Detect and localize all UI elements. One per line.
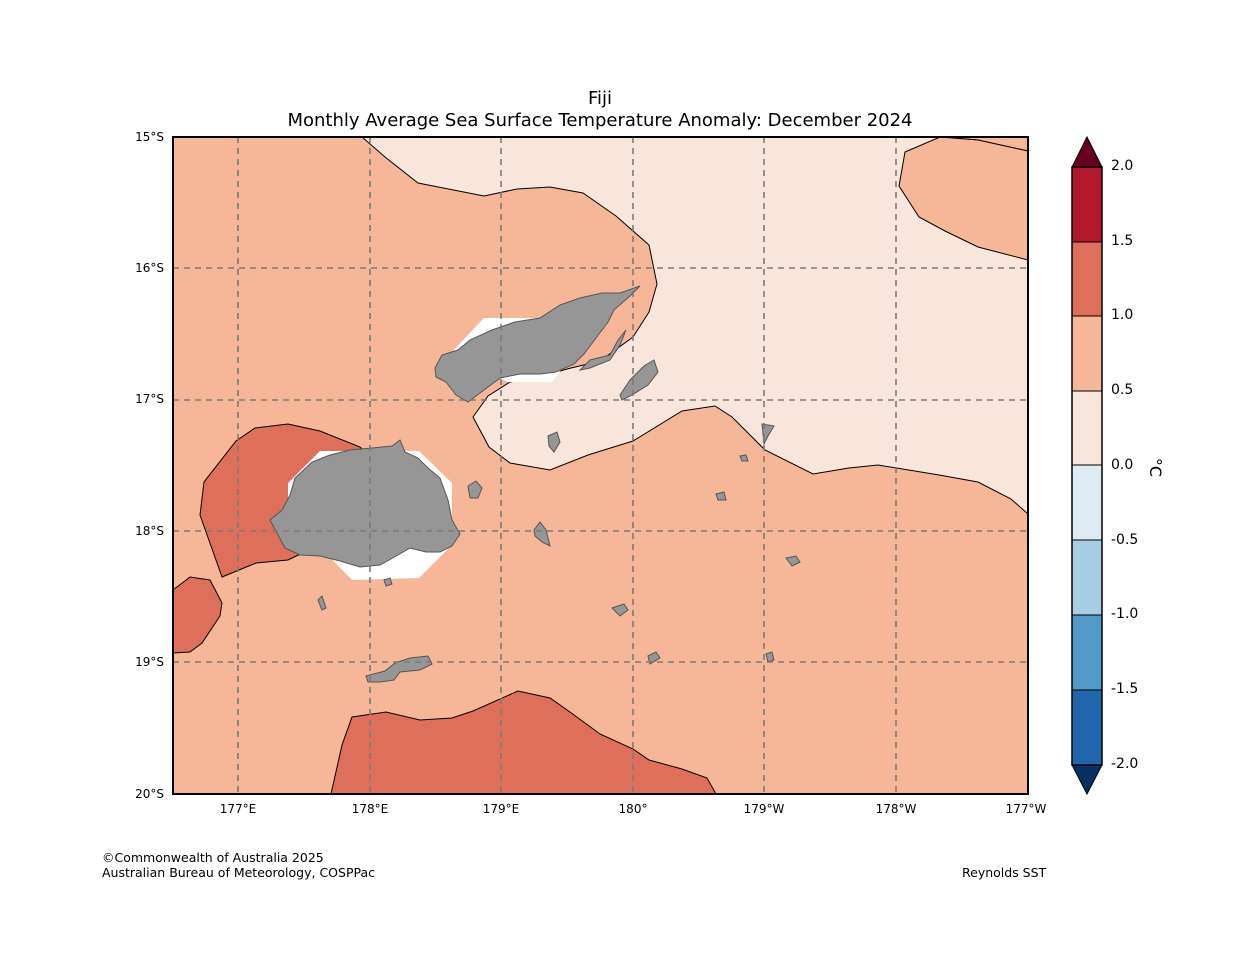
colorbar [1071,135,1103,796]
colorbar-band-neg2.0-neg1.5 [1072,690,1102,765]
island-taveuni [578,329,627,371]
colorbar-under-arrow [1071,764,1103,796]
island-small-3 [533,521,551,547]
island-small-8 [317,595,327,611]
colorbar-tick: 1.0 [1111,307,1134,323]
lon-label: 178°W [875,802,917,816]
colorbar-tick: 1.5 [1111,233,1134,249]
lat-label: 20°S [135,787,164,801]
island-small-5 [785,555,801,567]
lon-label: 180° [618,802,648,816]
colorbar-band-0.0-0.5 [1072,391,1102,465]
colorbar-band-neg1.0-neg0.5 [1072,540,1102,615]
colorbar-tick: -1.5 [1111,681,1139,697]
colorbar-unit: °C [1146,457,1166,478]
colorbar-tick: 0.5 [1111,382,1134,398]
lat-label: 19°S [135,655,164,669]
colorbar-tick: -1.0 [1111,606,1139,622]
lat-label: 17°S [135,392,164,406]
colorbar-tick: -0.5 [1111,532,1139,548]
island-small-9 [383,577,393,587]
map-frame [172,136,1029,795]
colorbar-band-0.5-1.0 [1072,316,1102,391]
copyright-text: ©Commonwealth of Australia 2025 [102,850,324,865]
anomaly-patch-southwest [172,576,223,654]
anomaly-band-0.0-0.5 [360,136,1029,516]
lat-label: 15°S [135,130,164,144]
island-vanua-levu [434,285,641,403]
island-small-10 [739,454,749,462]
colorbar-tick: 0.0 [1111,457,1134,473]
credit-block: ©Commonwealth of Australia 2025 Australi… [102,850,375,880]
island-small-6 [715,491,727,501]
agency-text: Australian Bureau of Meteorology, COSPPa… [102,865,375,880]
colorbar-band-neg0.5-0.0 [1072,465,1102,540]
anomaly-patch-south [330,690,717,795]
island-small-1 [547,431,561,453]
colorbar-band-1.0-1.5 [1072,242,1102,316]
colorbar-tick: 2.0 [1111,158,1134,174]
lon-label: 179°E [482,802,520,816]
island-small-2 [467,480,483,499]
lat-label: 16°S [135,261,164,275]
colorbar-over-arrow [1071,135,1103,168]
colorbar-tick: -2.0 [1111,756,1139,772]
anomaly-patch-ne [898,136,1029,261]
island-small-11 [765,651,775,663]
island-small-4 [611,603,629,617]
colorbar-band-1.5-2.0 [1072,167,1102,242]
lon-label: 178°E [351,802,389,816]
data-source-text: Reynolds SST [962,865,1047,880]
island-viti-levu [269,439,461,568]
island-qamea [619,359,659,401]
colorbar-band-neg1.5-neg1.0 [1072,615,1102,690]
lon-label: 177°E [219,802,257,816]
lon-label: 177°W [1005,802,1047,816]
map-title: Fiji [587,88,613,109]
lat-label: 18°S [135,524,164,538]
map-subtitle: Monthly Average Sea Surface Temperature … [287,110,913,131]
lon-label: 179°W [743,802,785,816]
